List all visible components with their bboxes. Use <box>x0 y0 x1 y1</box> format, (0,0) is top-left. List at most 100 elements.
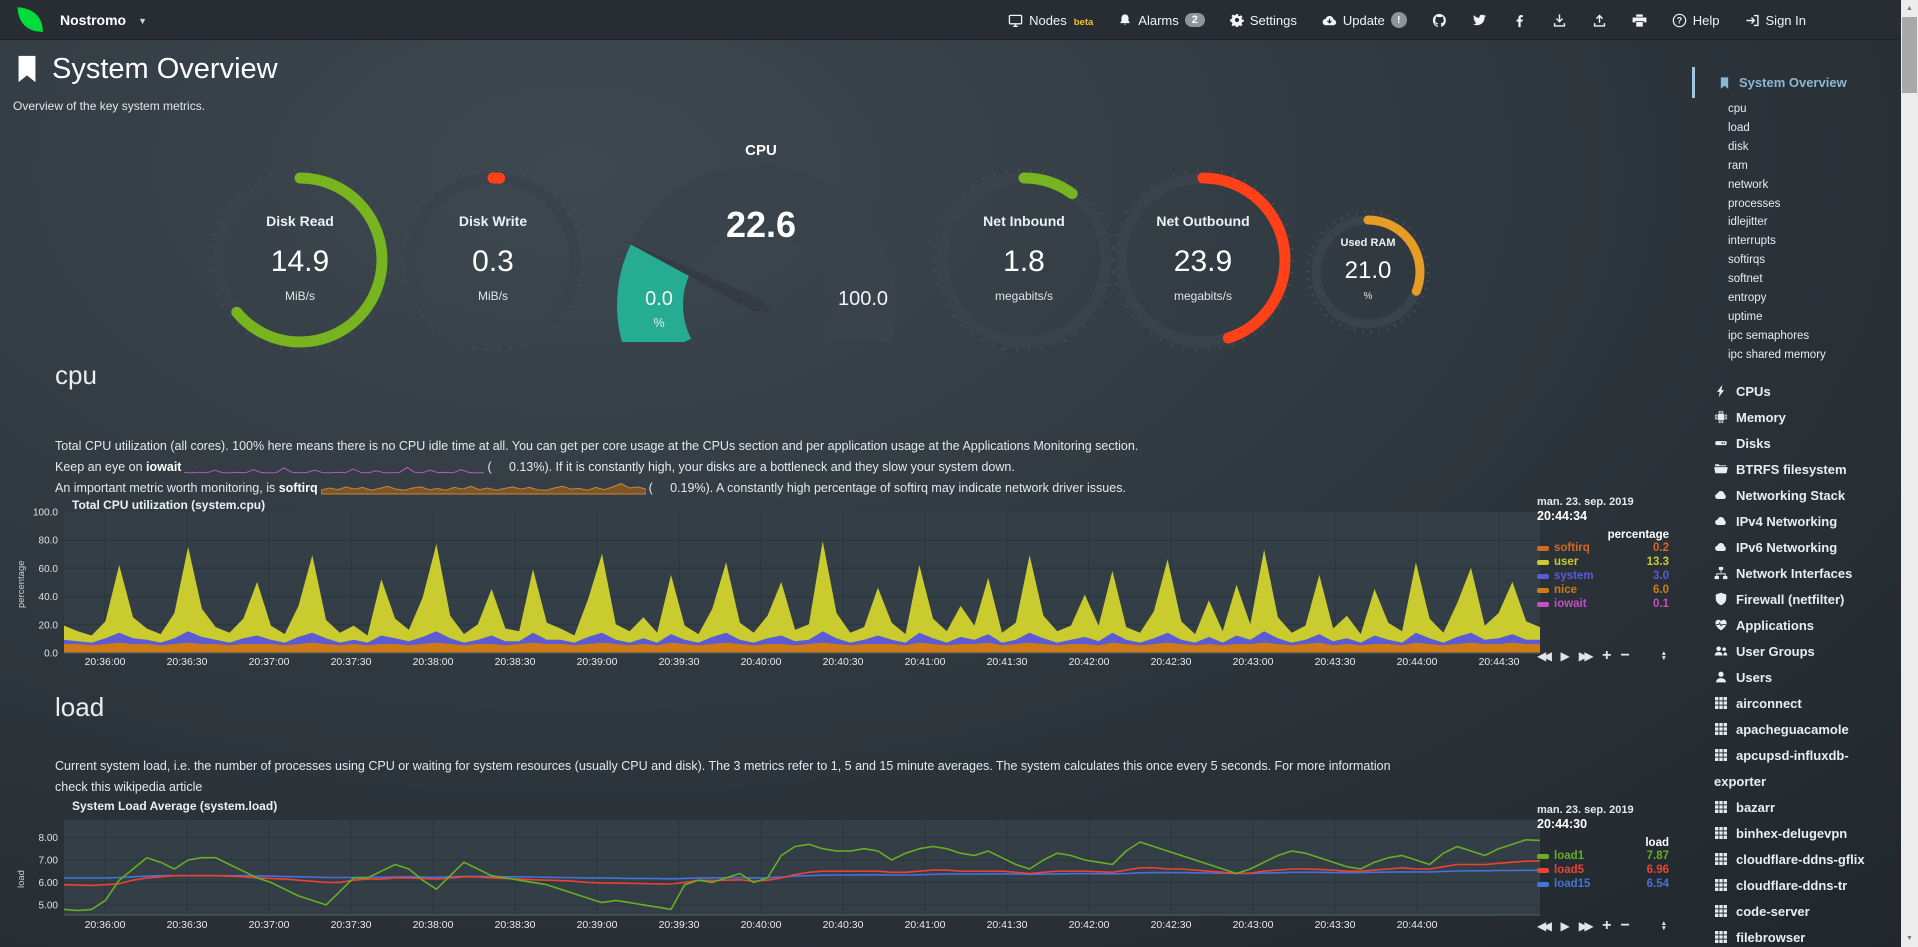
scrollbar-up-arrow[interactable]: ▲ <box>1906 5 1913 12</box>
legend-item-load1[interactable]: load1 7.87 <box>1537 849 1669 863</box>
sidebar-item-cpus[interactable]: CPUs <box>1714 379 1894 405</box>
sidebar-item-users[interactable]: Users <box>1714 665 1894 691</box>
sidebar-item-apcupsd-influxdb-exporter[interactable]: apcupsd-influxdb-exporter <box>1714 747 1849 789</box>
scrollbar-thumb[interactable] <box>1902 17 1917 93</box>
sidebar-subitem-load[interactable]: load <box>1728 121 1750 134</box>
chart-pan-right-button[interactable]: ▶▶ <box>1578 649 1594 663</box>
sidebar-item-firewall-netfilter-[interactable]: Firewall (netfilter) <box>1714 587 1894 613</box>
net-outbound-gauge[interactable]: Net Outbound 23.9 megabits/s <box>1108 165 1298 355</box>
disk-read-gauge[interactable]: Disk Read 14.9 MiB/s <box>205 165 395 355</box>
sidebar-item-network-interfaces[interactable]: Network Interfaces <box>1714 561 1894 587</box>
legend-value: 3.0 <box>1653 570 1669 582</box>
chart-play-button[interactable]: ▶ <box>1560 649 1570 663</box>
sidebar-subitem-softnet[interactable]: softnet <box>1728 273 1763 286</box>
iowait-value: 0.13% <box>509 459 545 474</box>
page-subtitle: Overview of the key system metrics. <box>13 99 206 113</box>
sidebar-item-memory[interactable]: Memory <box>1714 405 1894 431</box>
svg-text:20:44:00: 20:44:00 <box>1397 656 1438 668</box>
sidebar-item-networking-stack[interactable]: Networking Stack <box>1714 483 1894 509</box>
sidebar-item-ipv4-networking[interactable]: IPv4 Networking <box>1714 509 1894 535</box>
sidebar-item-ipv6-networking[interactable]: IPv6 Networking <box>1714 535 1894 561</box>
chart-pan-left-button[interactable]: ◀◀ <box>1537 919 1552 933</box>
chart-pan-right-button[interactable]: ▶▶ <box>1578 919 1594 933</box>
users-icon <box>1714 644 1736 658</box>
legend-swatch <box>1537 559 1549 565</box>
svg-text:20:42:30: 20:42:30 <box>1151 656 1192 668</box>
sidebar-item-binhex-delugevpn[interactable]: binhex-delugevpn <box>1714 821 1894 847</box>
chart-zoom-in-button[interactable]: + <box>1602 917 1612 934</box>
nav-item-update[interactable]: Update! <box>1322 12 1407 28</box>
sidebar-subitem-disk[interactable]: disk <box>1728 140 1749 153</box>
nav-item-github[interactable] <box>1432 13 1447 28</box>
nav-item-alarms[interactable]: Alarms 2 <box>1118 13 1205 28</box>
legend-item-nice[interactable]: nice 6.0 <box>1537 583 1669 597</box>
chart-zoom-out-button[interactable]: − <box>1620 917 1630 934</box>
page-title: System Overview <box>52 52 278 85</box>
legend-item-load15[interactable]: load15 6.54 <box>1537 877 1669 891</box>
nav-item-twitter[interactable] <box>1472 13 1487 28</box>
netdata-logo[interactable] <box>14 3 48 37</box>
sidebar-item-code-server[interactable]: code-server <box>1714 899 1894 925</box>
sidebar-subitem-uptime[interactable]: uptime <box>1728 310 1763 323</box>
load-chart-plot[interactable]: 20:36:00 20:36:30 20:37:00 20:37:30 20:38:00… <box>0 812 1546 936</box>
page-scrollbar[interactable]: ▲ ▼ <box>1901 0 1918 947</box>
sidebar-item-user-groups[interactable]: User Groups <box>1714 639 1894 665</box>
sidebar-item-disks[interactable]: Disks <box>1714 431 1894 457</box>
sidebar-subitem-interrupts[interactable]: interrupts <box>1728 235 1776 248</box>
legend-item-user[interactable]: user 13.3 <box>1537 555 1669 569</box>
nav-item-help[interactable]: ? Help <box>1672 13 1720 28</box>
sidebar-subitem-ipc-semaphores[interactable]: ipc semaphores <box>1728 329 1810 342</box>
sidebar-item-airconnect[interactable]: airconnect <box>1714 691 1894 717</box>
beta-tag: beta <box>1073 16 1094 28</box>
sidebar-item-cloudflare-ddns-gflix[interactable]: cloudflare-ddns-gflix <box>1714 847 1894 873</box>
cpu-chart-plot[interactable]: 20:36:00 20:36:30 20:37:00 20:37:30 20:38:00… <box>0 505 1546 677</box>
sidebar-item-applications[interactable]: Applications <box>1714 613 1894 639</box>
svg-text:8.00: 8.00 <box>39 833 59 844</box>
legend-item-system[interactable]: system 3.0 <box>1537 569 1669 583</box>
svg-text:20:40:30: 20:40:30 <box>823 656 864 668</box>
sidebar-subitem-ipc-shared-memory[interactable]: ipc shared memory <box>1728 348 1826 361</box>
sidebar-item-btrfs-filesystem[interactable]: BTRFS filesystem <box>1714 457 1894 483</box>
legend-item-load5[interactable]: load5 6.96 <box>1537 863 1669 877</box>
legend-item-softirq[interactable]: softirq 0.2 <box>1537 541 1669 555</box>
sidebar-subitem-cpu[interactable]: cpu <box>1728 103 1747 115</box>
net-inbound-gauge[interactable]: Net Inbound 1.8 megabits/s <box>929 165 1119 355</box>
nav-item-download[interactable] <box>1552 13 1567 28</box>
sidebar-item-system-overview[interactable]: System Overview <box>1692 67 1894 98</box>
chart-play-button[interactable]: ▶ <box>1560 919 1570 933</box>
chart-zoom-out-button[interactable]: − <box>1620 647 1630 664</box>
gear-icon <box>1230 13 1244 27</box>
chart-pan-left-button[interactable]: ◀◀ <box>1537 649 1552 663</box>
nav-item-settings[interactable]: Settings <box>1230 13 1297 28</box>
sidebar-subitem-softirqs[interactable]: softirqs <box>1728 254 1766 267</box>
chart-resize-handle[interactable]: ▲ ▼ <box>1660 650 1667 662</box>
nav-item-nodes[interactable]: Nodes beta <box>1008 13 1093 28</box>
sidebar-item-cloudflare-ddns-tr[interactable]: cloudflare-ddns-tr <box>1714 873 1894 899</box>
nav-item-sign-in[interactable]: Sign In <box>1745 13 1806 28</box>
svg-text:20:41:00: 20:41:00 <box>905 656 946 668</box>
legend-item-iowait[interactable]: iowait 0.1 <box>1537 597 1669 611</box>
wikipedia-link[interactable]: wikipedia article <box>114 779 203 794</box>
sidebar-subitem-ram[interactable]: ram <box>1728 159 1748 172</box>
chevron-down-icon[interactable]: ▼ <box>138 16 148 26</box>
sidebar-subitem-entropy[interactable]: entropy <box>1728 292 1767 305</box>
node-name[interactable]: Nostromo <box>60 12 127 28</box>
chart-zoom-in-button[interactable]: + <box>1602 647 1612 664</box>
nav-item-print[interactable] <box>1632 13 1647 28</box>
chart-resize-handle[interactable]: ▲ ▼ <box>1660 920 1667 932</box>
used-ram-gauge[interactable]: Used RAM 21.0 % <box>1303 207 1433 337</box>
svg-text:20:38:30: 20:38:30 <box>495 919 536 931</box>
sidebar-subitem-idlejitter[interactable]: idlejitter <box>1728 216 1768 229</box>
disk-write-gauge[interactable]: Disk Write 0.3 MiB/s <box>398 165 588 355</box>
sidebar-item-apacheguacamole[interactable]: apacheguacamole <box>1714 717 1894 743</box>
sidebar-item-bazarr[interactable]: bazarr <box>1714 795 1894 821</box>
sidebar-subitem-processes[interactable]: processes <box>1728 197 1781 210</box>
sidebar-item-filebrowser[interactable]: filebrowser <box>1714 925 1894 947</box>
nav-item-upload[interactable] <box>1592 13 1607 28</box>
sidebar-subitem-network[interactable]: network <box>1728 178 1769 191</box>
cpu-gauge[interactable]: CPU 22.6 0.0 100.0 % <box>616 142 906 342</box>
scrollbar-down-arrow[interactable]: ▼ <box>1906 935 1913 942</box>
nav-item-facebook[interactable] <box>1512 13 1527 28</box>
nav-badge: ! <box>1390 12 1407 28</box>
